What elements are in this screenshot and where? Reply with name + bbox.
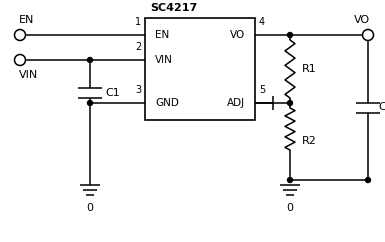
Text: EN: EN bbox=[19, 15, 34, 25]
Text: C1: C1 bbox=[105, 88, 120, 98]
Text: R1: R1 bbox=[302, 64, 317, 74]
Text: SC4217: SC4217 bbox=[150, 3, 197, 13]
Text: VIN: VIN bbox=[19, 70, 38, 80]
Text: VO: VO bbox=[230, 30, 245, 40]
Text: 5: 5 bbox=[259, 85, 265, 95]
Text: ADJ: ADJ bbox=[227, 98, 245, 108]
Text: GND: GND bbox=[155, 98, 179, 108]
Text: C2: C2 bbox=[378, 103, 385, 113]
Circle shape bbox=[15, 54, 25, 66]
Text: 0: 0 bbox=[286, 203, 293, 213]
Text: 2: 2 bbox=[135, 42, 141, 52]
Circle shape bbox=[288, 100, 293, 106]
Text: 1: 1 bbox=[135, 17, 141, 27]
Text: VIN: VIN bbox=[155, 55, 173, 65]
Text: 3: 3 bbox=[135, 85, 141, 95]
Text: R2: R2 bbox=[302, 136, 317, 146]
Text: 4: 4 bbox=[259, 17, 265, 27]
Circle shape bbox=[87, 100, 92, 106]
Bar bbox=[145, 18, 255, 120]
Circle shape bbox=[363, 30, 373, 40]
Circle shape bbox=[365, 177, 370, 182]
Text: 0: 0 bbox=[87, 203, 94, 213]
Text: VO: VO bbox=[354, 15, 370, 25]
Circle shape bbox=[288, 32, 293, 38]
Circle shape bbox=[288, 177, 293, 182]
Circle shape bbox=[15, 30, 25, 40]
Circle shape bbox=[87, 58, 92, 62]
Text: EN: EN bbox=[155, 30, 169, 40]
